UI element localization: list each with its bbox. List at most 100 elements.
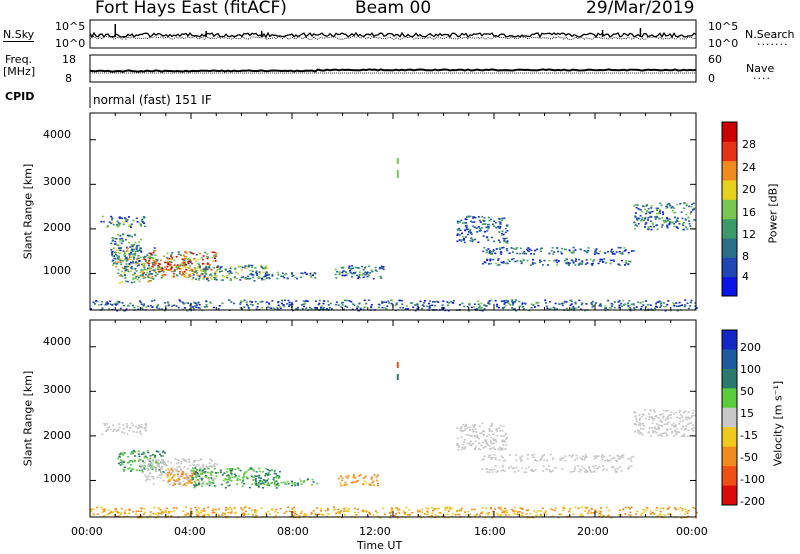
power-ytick-3000: 3000 (43, 175, 71, 188)
velocity-colorbar-segment (722, 407, 737, 428)
velocity-colorbar-segment (722, 427, 737, 448)
velocity-region-7 (456, 422, 509, 451)
power-region-0 (100, 215, 147, 228)
xtick-4: 04:00 (174, 525, 206, 538)
noise-right-dots: ······· (757, 38, 789, 51)
cpid-text: normal (fast) 151 IF (93, 93, 212, 107)
station-title: Fort Hays East (fitACF) (95, 0, 287, 18)
velocity-colorbar-segment (722, 368, 737, 389)
power-region-2 (115, 247, 158, 284)
velocity-region-9 (481, 464, 633, 474)
nave-tick-top: 60 (708, 53, 722, 66)
freq-label-line2: [MHz] (3, 65, 36, 78)
vel-cbar-tick-200: 200 (740, 341, 761, 354)
power-region-12 (90, 299, 698, 312)
vel-cbar-tick-m50: -50 (740, 451, 758, 464)
power-region-4 (153, 257, 193, 273)
beam-title: Beam 00 (355, 0, 432, 18)
power-region-8 (456, 215, 509, 244)
velocity-region-5 (254, 478, 319, 487)
velocity-region-10 (633, 409, 696, 438)
power-echo-12h (396, 158, 399, 164)
noise-left-tick-top: 10^5 (55, 20, 86, 33)
power-echo-12h (396, 170, 399, 178)
power-region-11 (633, 202, 696, 231)
velocity-ytick-1000: 1000 (43, 472, 71, 485)
velocity-echo-12h (396, 362, 399, 368)
power-ytick-1000: 1000 (43, 264, 71, 277)
power-colorbar-segment (722, 238, 737, 258)
freq-panel-frame (89, 54, 697, 83)
velocity-colorbar-segment (722, 330, 737, 350)
power-colorbar-segment (722, 160, 737, 181)
power-cbar-tick-4: 4 (742, 270, 749, 283)
velocity-region-8 (481, 453, 635, 462)
velocity-ytick-4000: 4000 (43, 335, 71, 348)
velocity-colorbar-segment (722, 446, 737, 467)
xtick-20: 20:00 (577, 525, 609, 538)
xtick-24: 00:00 (676, 525, 708, 538)
power-region-9 (482, 246, 635, 255)
power-colorbar-segment (722, 257, 737, 278)
freq-trace (89, 68, 697, 73)
noise-search-trace (89, 35, 697, 40)
velocity-region-11 (90, 506, 698, 519)
xaxis-label: Time UT (357, 539, 403, 552)
power-colorbar-segment (722, 180, 737, 200)
nave-label: Nave (746, 62, 775, 75)
xtick-12: 12:00 (359, 525, 391, 538)
power-cbar-tick-28: 28 (742, 138, 756, 151)
velocity-colorbar-segment (722, 349, 737, 370)
velocity-colorbar-frame (721, 329, 738, 506)
power-cbar-tick-12: 12 (742, 228, 756, 241)
xtick-8: 08:00 (277, 525, 309, 538)
power-colorbar-segment (722, 122, 737, 142)
power-region-6 (256, 271, 317, 280)
power-region-10 (481, 258, 632, 266)
power-cbar-tick-16: 16 (742, 206, 756, 219)
vel-cbar-tick-m200: -200 (740, 495, 765, 508)
velocity-colorbar-segment (722, 485, 737, 506)
nave-dots: ···· (753, 72, 771, 85)
vel-cbar-tick-m15: -15 (740, 429, 758, 442)
velocity-panel-frame (89, 319, 697, 518)
power-colorbar-segment (722, 218, 737, 239)
xtick-0: 00:00 (71, 525, 103, 538)
noise-left-label: N.Sky (3, 28, 35, 42)
power-ytick-2000: 2000 (43, 221, 71, 234)
vel-cbar-tick-m100: -100 (740, 473, 765, 486)
velocity-region-0 (101, 422, 148, 436)
power-panel-frame (89, 112, 697, 311)
xtick-16: 16:00 (474, 525, 506, 538)
freq-tick-bottom: 8 (65, 72, 72, 85)
velocity-colorbar-segment (722, 388, 737, 409)
vel-cbar-tick-50: 50 (740, 385, 754, 398)
noise-sky-trace (89, 31, 697, 39)
velocity-colorbar-segment (722, 466, 737, 487)
velocity-ytick-3000: 3000 (43, 383, 71, 396)
velocity-ytick-2000: 2000 (43, 429, 71, 442)
power-colorbar-frame (721, 121, 738, 297)
vel-cbar-tick-100: 100 (740, 363, 761, 376)
power-cbar-tick-8: 8 (742, 250, 749, 263)
noise-left-tick-bottom: 10^0 (55, 37, 86, 50)
cpid-label: CPID (5, 90, 35, 103)
power-colorbar-segment (722, 276, 737, 297)
power-region-1 (110, 233, 143, 267)
power-region-3 (140, 251, 219, 280)
power-region-5 (191, 264, 269, 282)
power-colorbar-segment (722, 199, 737, 220)
vel-cbar-tick-15: 15 (740, 407, 754, 420)
velocity-region-6 (337, 474, 379, 487)
noise-right-tick-top: 10^5 (708, 20, 739, 33)
power-region-7 (334, 265, 385, 280)
date-title: 29/Mar/2019 (586, 0, 695, 18)
noise-right-label: N.Search (745, 28, 795, 41)
velocity-echo-12h (396, 374, 399, 380)
nave-tick-bottom: 0 (708, 72, 715, 85)
power-colorbar-segment (722, 141, 737, 162)
power-cbar-tick-20: 20 (742, 183, 756, 196)
noise-right-tick-bottom: 10^0 (708, 37, 739, 50)
power-cbar-tick-24: 24 (742, 161, 756, 174)
